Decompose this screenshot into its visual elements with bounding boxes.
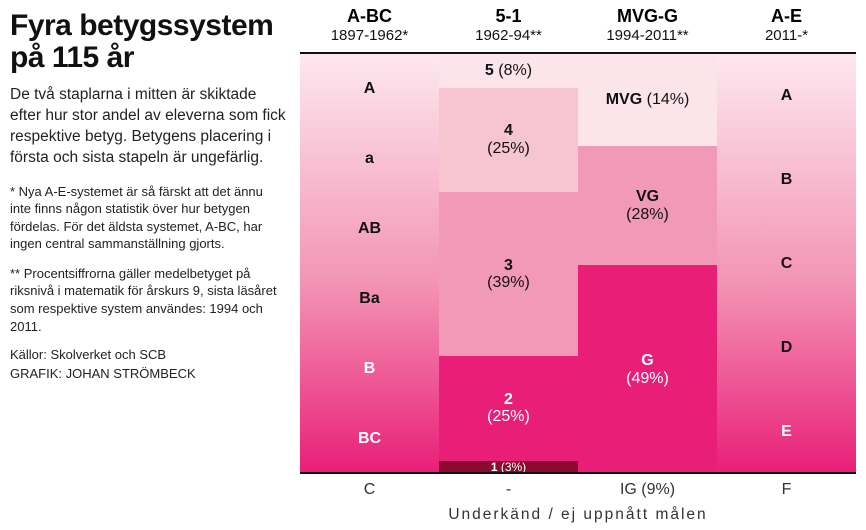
grade-label: Ba [359, 290, 379, 308]
grade-label: B [364, 360, 376, 378]
grade-label: B [781, 171, 793, 189]
system-years: 1962-94** [439, 27, 578, 44]
grade-segment: MVG (14%) [578, 54, 717, 146]
grade-segment: A [717, 54, 856, 138]
grade-label: A [364, 80, 376, 98]
grade-segment: C [717, 222, 856, 306]
grade-label: MVG (14%) [606, 91, 690, 109]
grade-label: A [781, 87, 793, 105]
grade-label: AB [358, 220, 381, 238]
grade-segment: AB [300, 194, 439, 264]
fail-grade: F [717, 478, 856, 502]
grade-segment: D [717, 306, 856, 390]
sources: Källor: Skolverket och SCB [10, 347, 286, 362]
grade-segment: B [300, 334, 439, 404]
grade-segment: 5 (8%) [439, 54, 578, 88]
page-title: Fyra betygs­system på 115 år [10, 10, 286, 73]
footnote-2: ** Procentsiffrorna gäller medel­betyget… [10, 265, 286, 335]
grade-segment: 4(25%) [439, 88, 578, 193]
grade-segment: a [300, 124, 439, 194]
system-name: MVG-G [578, 6, 717, 27]
system-years: 2011-* [717, 27, 856, 44]
grade-segment: 2(25%) [439, 356, 578, 461]
system-years: 1994-2011** [578, 27, 717, 44]
fail-caption: Underkänd / ej uppnått målen [300, 506, 856, 524]
fail-row: C-IG (9%)F [300, 478, 856, 502]
grade-label: G(49%) [626, 352, 669, 387]
grade-segment: G(49%) [578, 265, 717, 474]
intro-text: De två staplarna i mitten är skiktade ef… [10, 85, 286, 169]
system-years: 1897-1962* [300, 27, 439, 44]
bar-column: A B C D E [717, 54, 856, 474]
bottom-rule [300, 472, 856, 474]
grade-label: C [781, 255, 793, 273]
fail-grade: C [300, 478, 439, 502]
grade-segment: 3(39%) [439, 192, 578, 356]
grade-label: 3(39%) [487, 257, 530, 292]
grade-label: D [781, 339, 793, 357]
grade-label: VG(28%) [626, 188, 669, 223]
bars-viewport: AaABBaBBC5 (8%)4(25%)3(39%)2(25%)1 (3%)M… [300, 54, 856, 474]
fail-grade: IG (9%) [578, 478, 717, 502]
system-name: A-BC [300, 6, 439, 27]
grade-label: 4(25%) [487, 122, 530, 157]
grade-label: E [781, 423, 792, 441]
graphic-credit: GRAFIK: JOHAN STRÖMBECK [10, 366, 286, 381]
grade-segment: VG(28%) [578, 146, 717, 265]
grade-segment: Ba [300, 264, 439, 334]
grade-label: a [365, 150, 374, 168]
grade-segment: BC [300, 404, 439, 474]
system-name: 5-1 [439, 6, 578, 27]
grade-segment: A [300, 54, 439, 124]
bar-column: 5 (8%)4(25%)3(39%)2(25%)1 (3%) [439, 54, 578, 474]
system-name: A-E [717, 6, 856, 27]
footnote-1: * Nya A-E-systemet är så färskt att det … [10, 183, 286, 253]
bar-column: MVG (14%) VG(28%) G(49%) [578, 54, 717, 474]
grade-label: 5 (8%) [485, 62, 532, 80]
grade-segment: B [717, 138, 856, 222]
grade-label: BC [358, 430, 381, 448]
grade-segment: E [717, 390, 856, 474]
grade-label: 2(25%) [487, 391, 530, 426]
bar-column: Aa AB Ba B BC [300, 54, 439, 474]
fail-grade: - [439, 478, 578, 502]
